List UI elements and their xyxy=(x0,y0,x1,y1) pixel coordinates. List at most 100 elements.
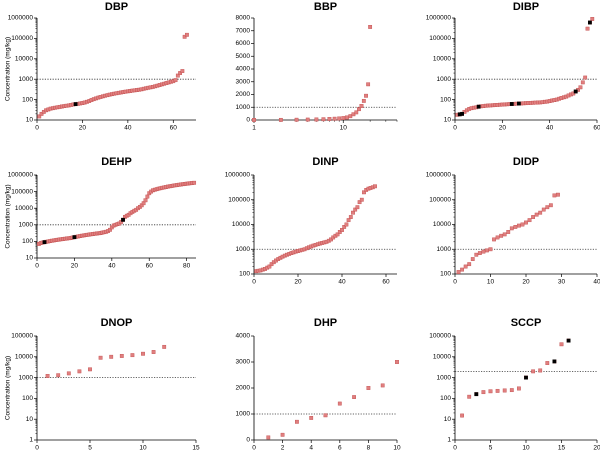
data-point xyxy=(39,111,44,116)
y-tick-label: 3000 xyxy=(236,78,251,85)
panel-didp: DIDP 100 1000 10000 100000 1000000 0 10 20 30 40 xyxy=(426,156,600,286)
x-tick-label: 1 xyxy=(252,125,256,132)
y-tick-label: 100 xyxy=(22,238,33,245)
y-tick-label: 1000000 xyxy=(426,172,452,179)
data-point xyxy=(527,218,532,223)
data-point xyxy=(162,344,167,349)
x-tick-label: 60 xyxy=(170,125,178,132)
panel-title: DINP xyxy=(312,156,338,168)
y-tick-label: 10 xyxy=(26,255,34,262)
x-tick-label: 10 xyxy=(393,445,401,451)
y-tick-label: 4000 xyxy=(236,66,251,73)
x-tick-label: 10 xyxy=(487,279,495,286)
y-tick-label: 100 xyxy=(440,96,451,103)
y-tick-label: 10000 xyxy=(433,56,451,63)
data-point xyxy=(506,230,511,234)
y-tick-label: 1 xyxy=(29,437,33,444)
y-tick-label: 10 xyxy=(26,117,34,124)
panel-title: BBP xyxy=(314,1,337,13)
x-tick-label: 30 xyxy=(558,279,566,286)
x-tick-label: 20 xyxy=(71,263,79,270)
data-point xyxy=(337,230,342,234)
data-point xyxy=(294,117,299,122)
data-point xyxy=(185,32,189,37)
y-tick-label: 1000 xyxy=(437,374,452,381)
x-tick-label: 60 xyxy=(382,279,390,286)
data-point xyxy=(173,78,178,83)
data-point xyxy=(355,205,360,210)
data-point xyxy=(267,264,272,269)
data-point xyxy=(178,71,182,75)
y-tick-label: 100000 xyxy=(429,196,451,203)
highlight-point xyxy=(73,102,78,107)
x-tick-label: 0 xyxy=(252,445,256,451)
highlight-point xyxy=(524,375,528,380)
data-point xyxy=(534,212,539,217)
data-point xyxy=(541,207,546,212)
y-tick-label: 10 xyxy=(444,117,452,124)
y-tick-label: 100000 xyxy=(11,333,33,340)
highlight-point xyxy=(573,89,578,94)
data-point xyxy=(559,342,564,347)
highlight-point xyxy=(588,20,592,25)
y-tick-label: 1000 xyxy=(19,222,34,229)
data-point xyxy=(327,117,332,121)
y-tick-label: 100 xyxy=(440,271,451,278)
data-point xyxy=(335,232,340,237)
data-point xyxy=(538,210,543,215)
data-point xyxy=(352,395,356,399)
highlight-point xyxy=(121,217,125,222)
y-tick-label: 100000 xyxy=(429,35,451,42)
y-tick-label: 10000 xyxy=(15,205,33,212)
x-tick-label: 40 xyxy=(546,125,554,132)
data-point xyxy=(351,210,355,215)
y-tick-label: 1000000 xyxy=(8,172,34,179)
x-tick-label: 0 xyxy=(35,263,39,270)
x-tick-label: 6 xyxy=(338,445,342,451)
y-axis-label: Concentration (mg/kg) xyxy=(5,356,12,420)
data-point xyxy=(151,350,156,354)
data-point xyxy=(278,117,283,122)
panel-dibp: DIBP 10 100 1000 10000 100000 1000000 0 20 40 60 xyxy=(426,1,600,132)
highlight-point xyxy=(474,392,479,397)
panel-title: DEHP xyxy=(101,156,132,168)
data-point xyxy=(583,75,588,80)
highlight-point xyxy=(566,338,571,343)
data-point xyxy=(524,220,528,225)
panel-dnop: DNOP 1 10 100 1000 10000 100000 0 5 10 15 Concentra… xyxy=(5,317,200,451)
x-tick-label: 0 xyxy=(35,445,39,451)
data-point xyxy=(556,192,560,197)
panel-dbp: DBP 10 100 1000 10000 100000 1000000 0 20 40 60 Con… xyxy=(5,1,196,132)
data-point xyxy=(366,386,371,390)
highlight-point xyxy=(509,102,514,106)
data-point xyxy=(357,200,362,205)
data-point xyxy=(180,69,185,73)
panel-title: SCCP xyxy=(511,317,542,329)
x-tick-label: 60 xyxy=(146,263,154,270)
data-point xyxy=(342,224,347,229)
data-point xyxy=(470,257,475,261)
data-point xyxy=(362,190,366,195)
x-tick-label: 40 xyxy=(124,125,132,132)
data-point xyxy=(460,267,464,272)
data-point xyxy=(509,388,514,393)
data-point xyxy=(361,98,366,103)
y-tick-label: 1000 xyxy=(236,246,251,253)
data-point xyxy=(477,251,482,255)
panel-title: DHP xyxy=(314,317,337,329)
data-point xyxy=(66,371,71,376)
data-point xyxy=(531,215,536,219)
x-tick-label: 80 xyxy=(183,263,191,270)
x-tick-label: 0 xyxy=(453,445,457,451)
data-point xyxy=(309,416,314,420)
data-point xyxy=(143,198,148,203)
data-point xyxy=(329,237,333,242)
data-point xyxy=(513,224,518,229)
data-point xyxy=(321,117,326,122)
x-tick-label: 10 xyxy=(139,445,147,451)
data-point xyxy=(337,116,342,121)
data-point xyxy=(495,388,500,393)
highlight-point xyxy=(457,112,462,117)
highlight-point xyxy=(552,359,557,364)
